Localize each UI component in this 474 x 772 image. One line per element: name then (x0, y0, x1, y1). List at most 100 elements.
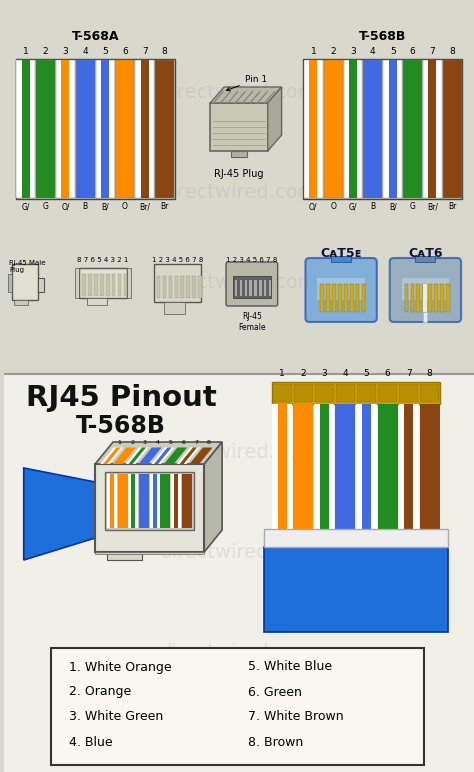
Bar (112, 274, 116, 296)
Polygon shape (95, 442, 222, 464)
Bar (428, 60, 436, 198)
Bar (320, 404, 329, 542)
Bar (154, 264, 201, 302)
Bar (440, 284, 444, 312)
Bar (399, 404, 419, 542)
Bar (310, 60, 317, 198)
Text: O: O (122, 202, 128, 211)
Bar (357, 384, 376, 402)
Bar (419, 404, 440, 542)
Bar (139, 474, 149, 528)
Text: 1. White Orange: 1. White Orange (69, 661, 172, 673)
Bar (105, 472, 194, 530)
Bar (94, 274, 98, 296)
Text: 3. White Green: 3. White Green (69, 710, 164, 723)
Bar (88, 274, 91, 296)
Text: 5: 5 (102, 48, 108, 56)
Text: 4: 4 (82, 48, 88, 56)
Text: 6: 6 (181, 439, 185, 445)
Text: 1: 1 (23, 48, 28, 56)
Text: CᴀT5ᴇ: CᴀT5ᴇ (320, 247, 362, 260)
Bar (294, 384, 313, 402)
Text: Br/: Br/ (427, 202, 438, 211)
Text: 1: 1 (279, 369, 285, 378)
Bar (320, 284, 324, 312)
Text: B: B (370, 202, 375, 211)
Text: 5. White Blue: 5. White Blue (248, 661, 332, 673)
Text: 8: 8 (449, 48, 455, 56)
Text: T-568A: T-568A (72, 29, 119, 42)
Bar (182, 474, 191, 528)
Bar (315, 384, 334, 402)
Bar (116, 60, 134, 198)
Text: 7: 7 (194, 439, 198, 445)
Text: 6: 6 (385, 369, 391, 378)
Polygon shape (190, 448, 212, 464)
FancyBboxPatch shape (226, 262, 278, 306)
Bar (264, 280, 266, 296)
Text: O/: O/ (61, 202, 70, 211)
Text: 8: 8 (427, 369, 433, 378)
Text: RJ-45
Female: RJ-45 Female (238, 312, 265, 332)
Polygon shape (180, 448, 197, 464)
Bar (422, 284, 426, 312)
Bar (4, 374, 474, 772)
Bar (153, 474, 157, 528)
Polygon shape (138, 448, 162, 464)
Bar (76, 60, 95, 198)
Text: 4. Blue: 4. Blue (69, 736, 113, 749)
Bar (128, 474, 138, 528)
Bar (100, 274, 104, 296)
Bar (410, 284, 414, 312)
Bar (416, 256, 435, 262)
Bar (417, 284, 420, 312)
Text: 3: 3 (321, 369, 327, 378)
Text: B: B (82, 202, 88, 211)
Text: 2. Orange: 2. Orange (69, 686, 132, 699)
Bar (356, 284, 359, 312)
Bar (79, 268, 127, 298)
Bar (87, 298, 107, 305)
Bar (405, 284, 408, 312)
Bar (324, 60, 343, 198)
Polygon shape (177, 448, 200, 464)
Bar (124, 274, 128, 296)
Bar (231, 151, 247, 157)
Polygon shape (128, 448, 146, 464)
Bar (356, 404, 376, 542)
Text: 8 7 6 5 4 3 2 1: 8 7 6 5 4 3 2 1 (77, 257, 129, 263)
Bar (96, 60, 115, 198)
Text: O/: O/ (309, 202, 318, 211)
Bar (4, 0, 474, 374)
Polygon shape (164, 448, 187, 464)
Text: directwired.com: directwired.com (160, 442, 318, 462)
Bar (443, 60, 462, 198)
Polygon shape (100, 448, 123, 464)
Bar (404, 404, 413, 542)
Bar (264, 547, 448, 632)
Text: O: O (330, 202, 336, 211)
Bar (423, 284, 428, 312)
Text: 1 2 3 4 5 6 7 8: 1 2 3 4 5 6 7 8 (152, 257, 203, 263)
Polygon shape (103, 448, 120, 464)
Bar (378, 404, 398, 542)
Text: G/: G/ (349, 202, 357, 211)
Bar (278, 404, 287, 542)
Text: 2: 2 (43, 48, 48, 56)
Text: 7: 7 (406, 369, 411, 378)
Bar (326, 284, 330, 312)
Text: 2: 2 (330, 48, 336, 56)
Polygon shape (210, 87, 282, 103)
Bar (269, 280, 271, 296)
FancyBboxPatch shape (390, 258, 461, 322)
Bar (233, 276, 271, 298)
Bar (235, 280, 237, 296)
Bar (171, 474, 181, 528)
Bar (434, 284, 438, 312)
Text: 3: 3 (350, 48, 356, 56)
Bar (118, 474, 128, 528)
Bar (174, 474, 178, 528)
Bar (22, 60, 30, 198)
Text: Br: Br (160, 202, 169, 211)
Text: G/: G/ (21, 202, 30, 211)
